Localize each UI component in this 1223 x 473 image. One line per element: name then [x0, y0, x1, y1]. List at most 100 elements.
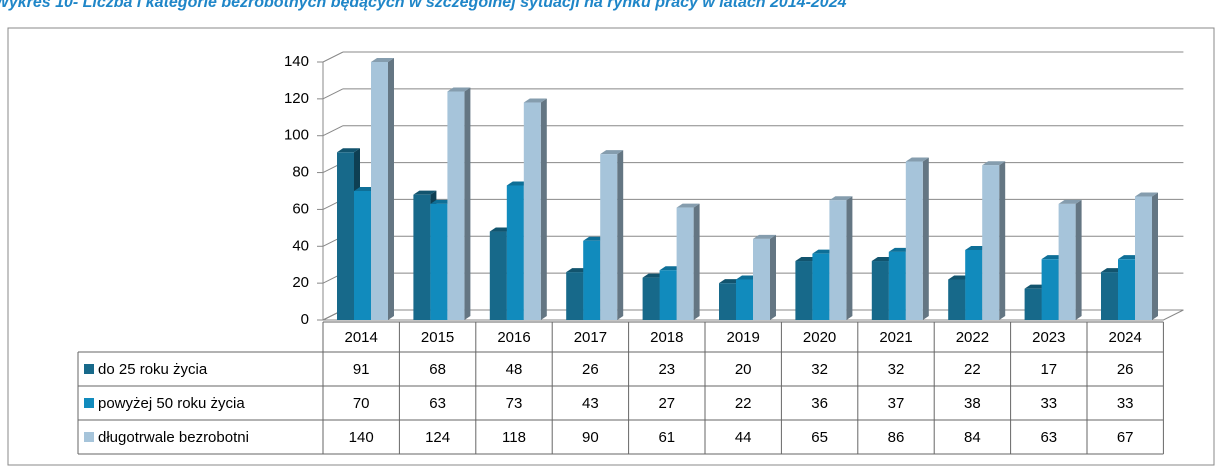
legend-key — [84, 364, 94, 374]
bar-front — [982, 165, 1000, 320]
table-value: 73 — [506, 395, 523, 412]
table-value: 90 — [582, 429, 599, 446]
bar-front — [430, 203, 448, 320]
x-tick-label: 2023 — [1032, 329, 1065, 346]
bar-top — [676, 203, 700, 208]
table-value: 17 — [1040, 361, 1057, 378]
bar-front — [965, 249, 983, 320]
bar-front — [719, 283, 736, 320]
bar — [753, 234, 776, 320]
table-value: 32 — [888, 361, 905, 378]
table-value: 118 — [502, 429, 526, 446]
x-tick-label: 2019 — [727, 329, 760, 346]
bar-front — [753, 238, 770, 320]
y-tick-label: 80 — [292, 164, 309, 181]
bar-front — [736, 279, 753, 320]
bar-side — [1075, 199, 1082, 320]
bar-side — [999, 161, 1006, 320]
table-value: 27 — [658, 395, 675, 412]
x-tick-label: 2020 — [803, 329, 836, 346]
bar-side — [1152, 192, 1158, 320]
bar-side — [846, 196, 853, 320]
bar-front — [1101, 272, 1118, 320]
x-tick-label: 2021 — [879, 329, 912, 346]
y-tick-label: 120 — [284, 90, 309, 107]
bar-front — [948, 279, 966, 320]
bar — [447, 87, 471, 320]
bar-front — [600, 154, 618, 320]
bar-front — [337, 152, 354, 320]
table-value: 65 — [811, 429, 828, 446]
bar-front — [583, 240, 601, 320]
x-tick-label: 2018 — [650, 329, 683, 346]
bar-front — [1118, 259, 1135, 320]
bar-front — [905, 161, 923, 320]
table-value: 33 — [1040, 395, 1057, 412]
bar-front — [506, 185, 524, 320]
bar-side — [922, 157, 929, 320]
table-value: 61 — [658, 429, 675, 446]
bar — [1058, 199, 1082, 320]
legend-label: powyżej 50 roku życia — [98, 395, 245, 412]
table-value: 38 — [964, 395, 981, 412]
table-value: 63 — [1040, 429, 1057, 446]
legend-label: do 25 roku życia — [98, 361, 208, 378]
table-value: 32 — [811, 361, 828, 378]
table-value: 22 — [964, 361, 981, 378]
bar — [829, 196, 853, 320]
bar-side — [540, 98, 547, 321]
bar — [1135, 192, 1158, 320]
bar — [600, 150, 624, 320]
x-tick-label: 2015 — [421, 329, 454, 346]
table-value: 22 — [735, 395, 752, 412]
bar-side — [770, 234, 776, 320]
bar-front — [1058, 203, 1076, 320]
x-tick-label: 2016 — [497, 329, 530, 346]
bar-top — [1135, 192, 1158, 197]
legend-label: długotrwale bezrobotni — [98, 429, 249, 446]
bar-front — [447, 91, 465, 320]
table-value: 91 — [353, 361, 370, 378]
table-value: 44 — [735, 429, 752, 446]
bar-front — [354, 191, 371, 320]
bar — [982, 161, 1006, 320]
bar — [523, 98, 547, 321]
table-value: 67 — [1117, 429, 1134, 446]
table-value: 36 — [811, 395, 828, 412]
grid-line-side — [322, 125, 344, 137]
bar-front — [1041, 259, 1059, 320]
table-value: 68 — [429, 361, 446, 378]
bar-front — [1135, 196, 1152, 320]
bar-top — [753, 234, 776, 239]
table-value: 48 — [506, 361, 523, 378]
bar-front — [523, 102, 541, 321]
legend-key — [84, 398, 94, 408]
y-tick-label: 20 — [292, 274, 309, 291]
bar-front — [1024, 288, 1042, 320]
grid-line-side — [322, 51, 344, 63]
bar-side — [388, 58, 394, 320]
bar — [676, 203, 700, 320]
y-tick-label: 100 — [284, 127, 309, 144]
bar-top — [829, 196, 853, 201]
bar-top — [600, 150, 624, 155]
bar — [905, 157, 929, 320]
legend-key — [84, 432, 94, 442]
bar-front — [795, 261, 813, 320]
bar-top — [371, 58, 394, 62]
y-tick-label: 60 — [292, 200, 309, 217]
table-value: 43 — [582, 395, 599, 412]
y-tick-label: 0 — [301, 311, 309, 328]
x-tick-label: 2022 — [956, 329, 989, 346]
bar-top — [413, 190, 437, 195]
table-value: 20 — [735, 361, 752, 378]
bar-top — [1058, 199, 1082, 204]
x-tick-label: 2014 — [345, 329, 378, 346]
bar-front — [829, 200, 847, 320]
table-value: 26 — [582, 361, 599, 378]
bar-front — [371, 62, 388, 320]
bar-front — [489, 231, 507, 320]
bar-front — [676, 207, 694, 320]
table-value: 26 — [1117, 361, 1134, 378]
